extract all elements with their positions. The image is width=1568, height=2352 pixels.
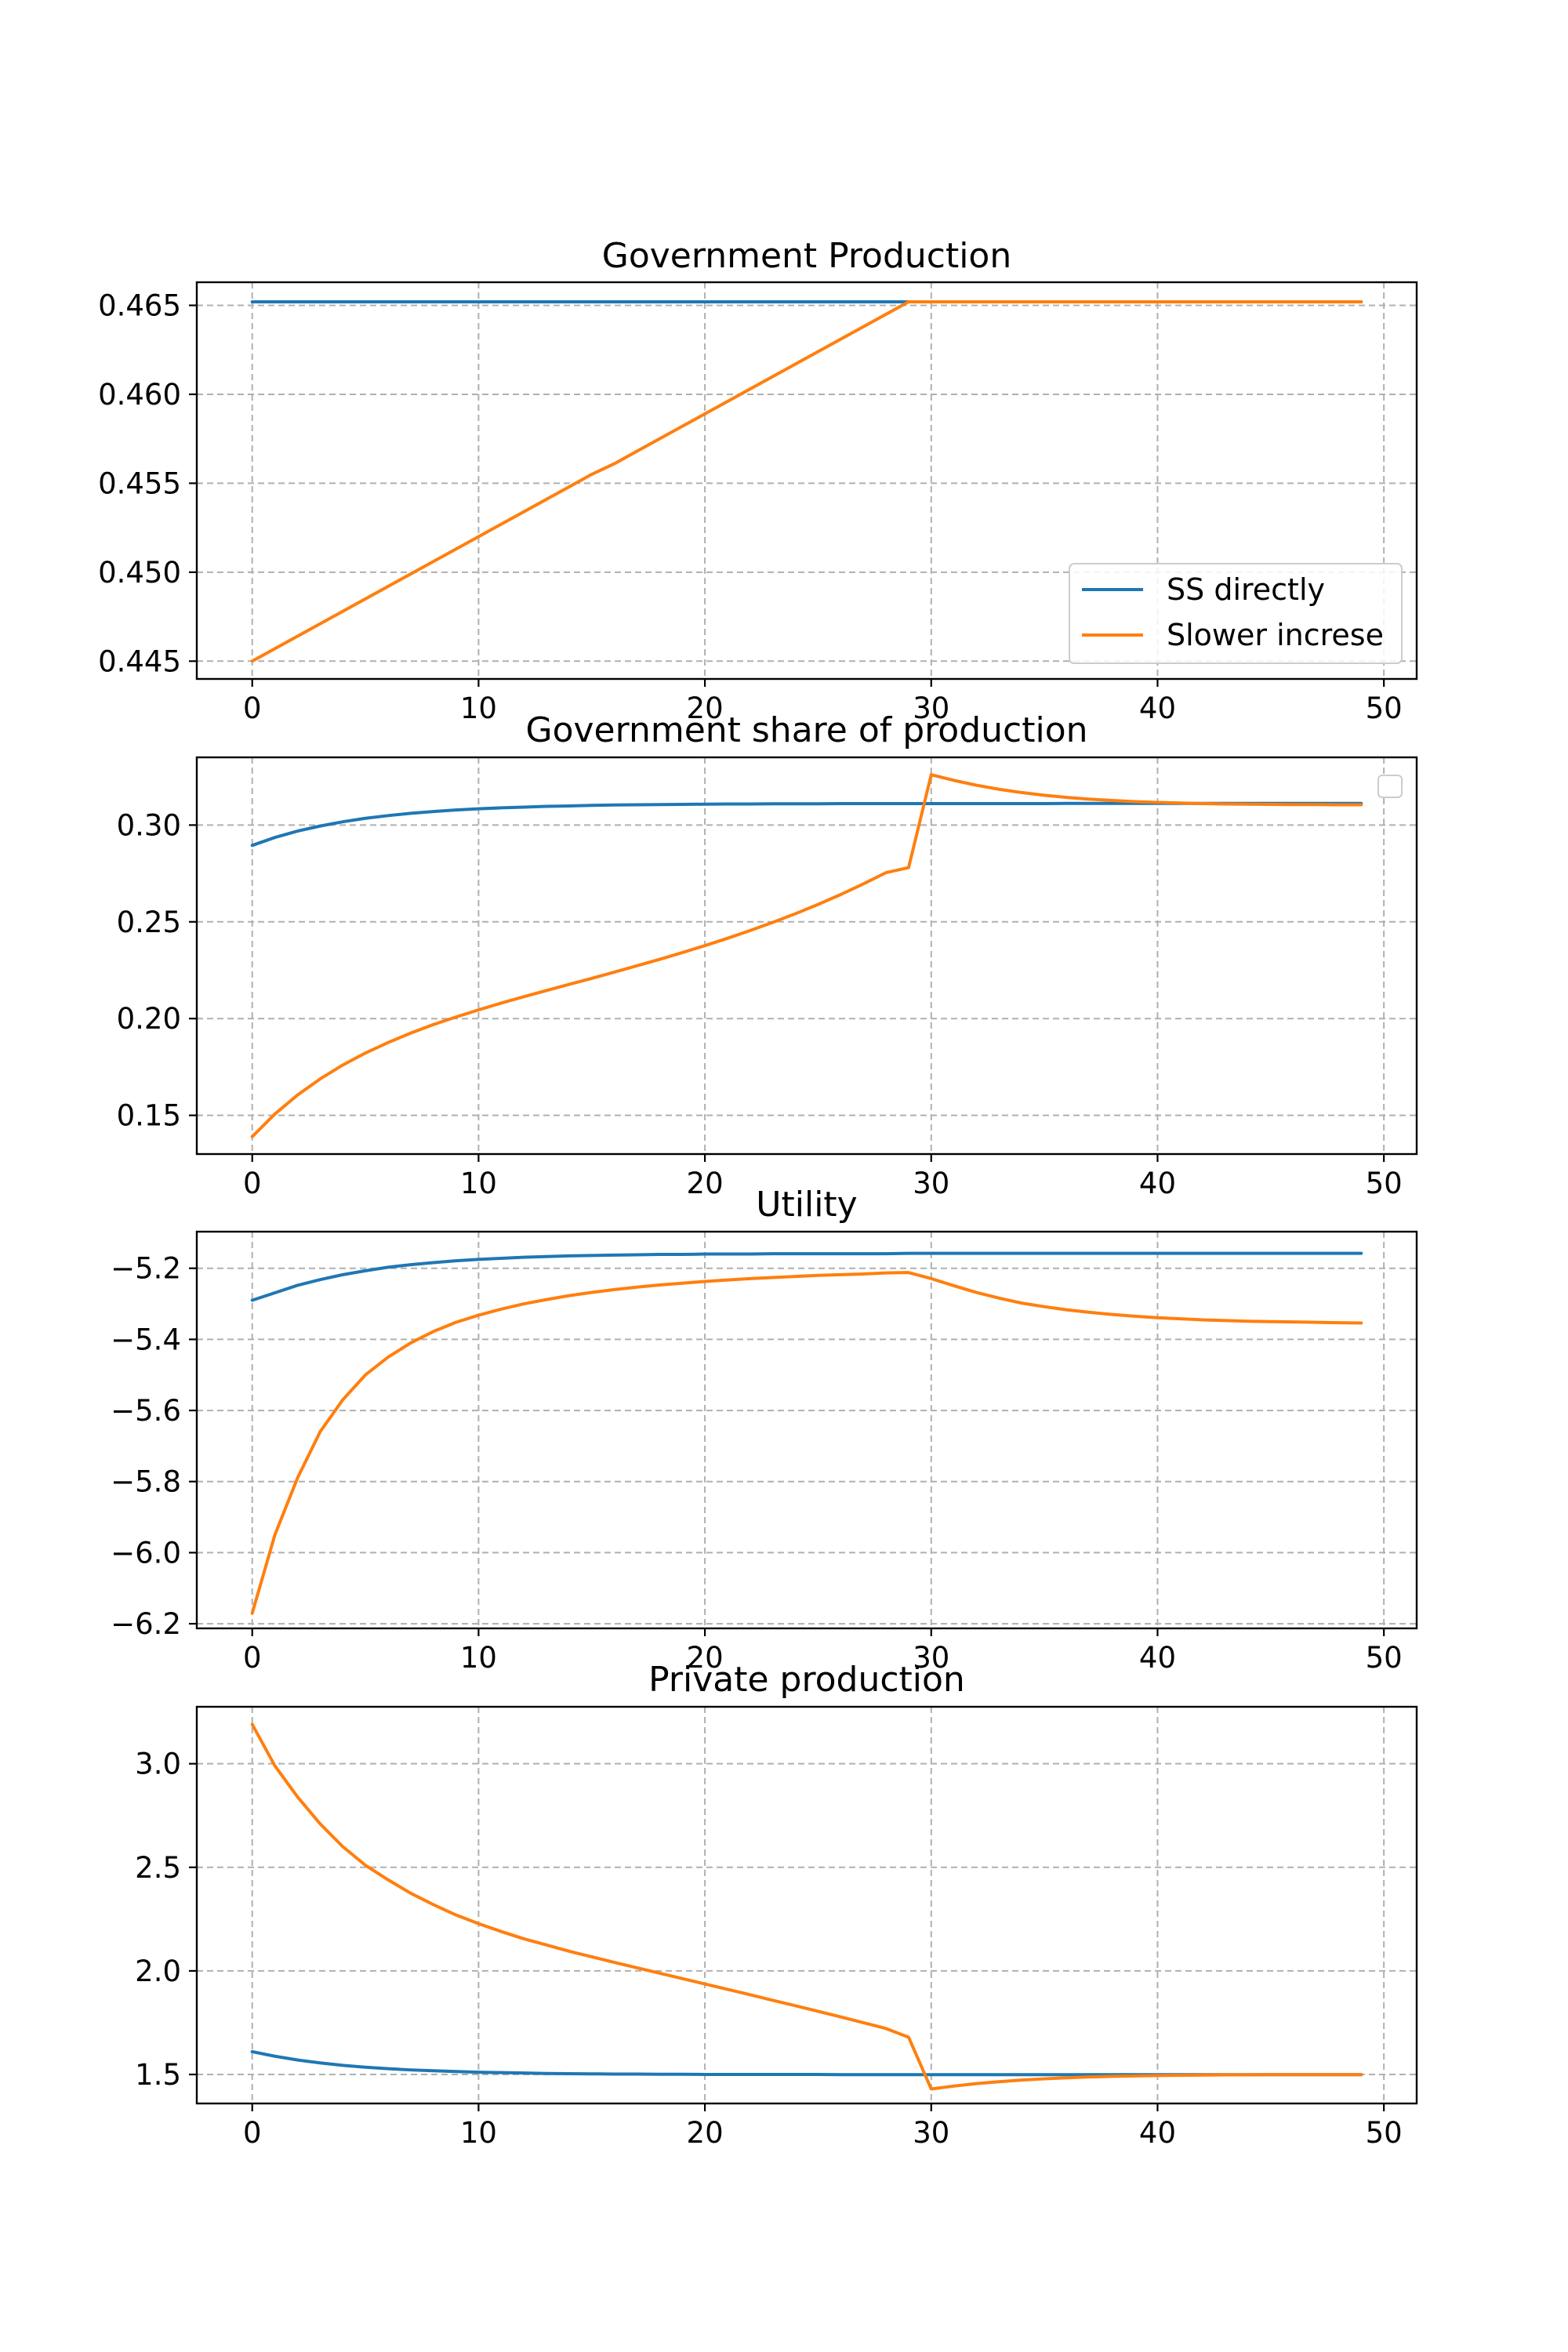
series-lines [250,1722,1363,2091]
y-tick-label: −5.2 [111,1252,181,1286]
series-lines [250,299,1363,663]
panel-utility: Utility 0 10 20 30 40 50 −6.2 −6.0 −5.8 −5.6 −5.4 −… [111,1185,1418,1675]
grid [197,1232,1417,1628]
series-line-orange [250,1722,1363,2091]
empty-legend-box [1377,775,1403,798]
x-tick-label: 0 [243,1641,262,1675]
panel-private-production: Private production 0 10 20 30 40 50 1.5 2.0 2.5 3… [135,1660,1418,2150]
axes-frame [195,1705,1418,2105]
y-tick-label: 2.5 [135,1851,181,1885]
y-tick-label: 0.445 [98,644,181,678]
y-tick-label: −6.0 [111,1536,181,1570]
x-tick-label: 40 [1139,691,1176,725]
x-tick-label: 10 [460,1641,497,1675]
y-tick-label: −5.4 [111,1323,181,1356]
series-lines [250,773,1363,1138]
grid [197,757,1417,1154]
chart-title: Government share of production [526,710,1088,750]
x-tick-label: 30 [913,1641,949,1675]
x-tick-label: 40 [1139,1641,1176,1675]
y-tick-label: 0.20 [117,1002,181,1036]
y-tick-label: 1.5 [135,2058,181,2092]
axes-frame [195,756,1418,1156]
panel-government-share: Government share of production 0 10 20 30 40… [117,710,1418,1200]
x-tick-label: 30 [913,1167,949,1200]
y-tick-label: 0.465 [98,289,181,322]
axis-ticks: 0 10 20 30 40 50 −6.2 −6.0 −5.8 −5.6 −5.4 −5.2 [111,1252,1403,1675]
axis-ticks: 0 10 20 30 40 50 1.5 2.0 2.5 3.0 [135,1748,1403,2150]
series-line-blue [250,1251,1363,1302]
y-tick-label: 0.455 [98,466,181,500]
x-tick-label: 20 [687,691,724,725]
x-tick-label: 0 [243,2116,262,2150]
y-tick-label: 0.25 [117,906,181,939]
x-tick-label: 20 [687,1641,724,1675]
x-tick-label: 10 [460,2116,497,2150]
panel-government-production: Government Production 0 10 20 30 40 50 0.445 0.… [98,236,1418,725]
y-tick-label: −5.8 [111,1465,181,1499]
x-tick-label: 50 [1366,1641,1403,1675]
y-tick-label: 0.15 [117,1099,181,1133]
y-tick-label: −5.6 [111,1394,181,1428]
series-line-orange [250,773,1363,1138]
grid [197,1707,1417,2103]
x-tick-label: 10 [460,1167,497,1200]
x-tick-label: 40 [1139,2116,1176,2150]
chart-title: Government Production [602,236,1011,276]
legend-label-ss-directly: SS directly [1167,572,1325,607]
chart-title: Private production [648,1660,965,1700]
axes-frame [195,1230,1418,1630]
x-tick-label: 50 [1366,1167,1403,1200]
x-tick-label: 50 [1366,691,1403,725]
x-tick-label: 40 [1139,1167,1176,1200]
axis-ticks: 0 10 20 30 40 50 0.15 0.20 0.25 0.30 [117,808,1403,1200]
legend-label-slower-increse: Slower increse [1167,618,1384,652]
x-tick-label: 30 [913,2116,949,2150]
y-tick-label: −6.2 [111,1607,181,1641]
x-tick-label: 50 [1366,2116,1403,2150]
axis-ticks: 0 10 20 30 40 50 0.445 0.450 0.455 0.460 0.465 [98,289,1403,725]
x-tick-label: 20 [687,1167,724,1200]
legend-box [1069,563,1403,664]
y-tick-label: 2.0 [135,1955,181,1988]
series-line-orange [250,1271,1363,1615]
x-tick-label: 20 [687,2116,724,2150]
x-tick-label: 0 [243,1167,262,1200]
y-tick-label: 0.450 [98,556,181,590]
legend: SS directly Slower increse [1069,563,1403,664]
y-tick-label: 3.0 [135,1748,181,1781]
y-tick-label: 0.460 [98,378,181,412]
series-lines [250,1251,1363,1615]
x-tick-label: 10 [460,691,497,725]
y-tick-label: 0.30 [117,808,181,842]
series-line-orange [250,299,1363,663]
axes-frame [195,281,1418,681]
x-tick-label: 30 [913,691,949,725]
chart-title: Utility [756,1185,857,1225]
x-tick-label: 0 [243,691,262,725]
